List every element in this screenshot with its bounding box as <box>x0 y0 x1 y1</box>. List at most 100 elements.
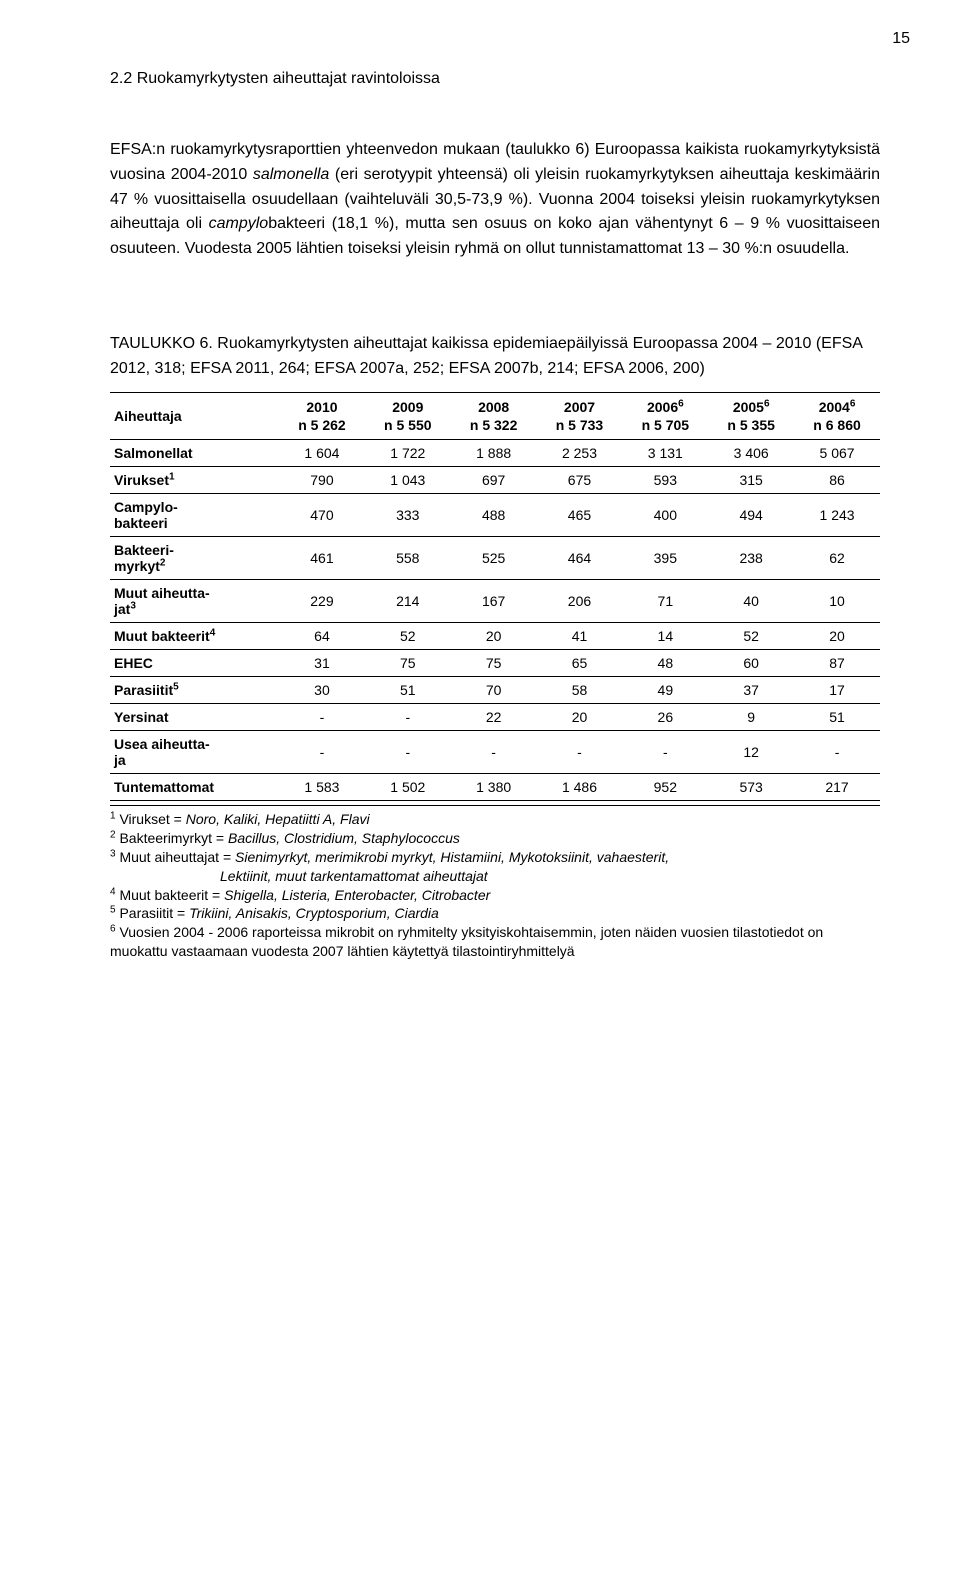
table-cell: 461 <box>279 536 365 579</box>
page-number: 15 <box>892 30 910 48</box>
table-cell: 1 043 <box>365 466 451 493</box>
table-cell: - <box>279 703 365 730</box>
table-header-cell: 2009n 5 550 <box>365 392 451 439</box>
footnote: 6 Vuosien 2004 - 2006 raporteissa mikrob… <box>110 923 880 961</box>
table-cell: 573 <box>708 773 794 800</box>
table-cell: 1 502 <box>365 773 451 800</box>
table-cell: 3 406 <box>708 439 794 466</box>
table-cell: 214 <box>365 579 451 622</box>
table-cell: 3 131 <box>622 439 708 466</box>
table-cell: 470 <box>279 493 365 536</box>
table-cell: 675 <box>537 466 623 493</box>
table-cell: - <box>622 730 708 773</box>
section-heading: 2.2 Ruokamyrkytysten aiheuttajat ravinto… <box>110 70 880 88</box>
table-cell: 86 <box>794 466 880 493</box>
table-head: Aiheuttaja2010n 5 2622009n 5 5502008n 5 … <box>110 392 880 439</box>
footnote: 4 Muut bakteerit = Shigella, Listeria, E… <box>110 886 880 905</box>
table-cell: 51 <box>794 703 880 730</box>
table-row: Virukset17901 04369767559331586 <box>110 466 880 493</box>
row-label: Bakteeri-myrkyt2 <box>110 536 279 579</box>
table-row: Usea aiheutta-ja-----12- <box>110 730 880 773</box>
table-row: Campylo-bakteeri4703334884654004941 243 <box>110 493 880 536</box>
table-cell: 238 <box>708 536 794 579</box>
table-cell: 488 <box>451 493 537 536</box>
table-cell: 1 583 <box>279 773 365 800</box>
table-cell: 952 <box>622 773 708 800</box>
table-cell: 229 <box>279 579 365 622</box>
table-cell: 40 <box>708 579 794 622</box>
table-cell: 26 <box>622 703 708 730</box>
table-cell: 75 <box>365 649 451 676</box>
table-row: Muut bakteerit464522041145220 <box>110 622 880 649</box>
row-label: Yersinat <box>110 703 279 730</box>
table-cell: 52 <box>708 622 794 649</box>
table-row: EHEC31757565486087 <box>110 649 880 676</box>
table-cell: 49 <box>622 676 708 703</box>
table-cell: - <box>365 703 451 730</box>
table-cell: 1 888 <box>451 439 537 466</box>
table-cell: 465 <box>537 493 623 536</box>
table-header-cell: 2010n 5 262 <box>279 392 365 439</box>
row-label: Muut aiheutta-jat3 <box>110 579 279 622</box>
table-row: Salmonellat1 6041 7221 8882 2533 1313 40… <box>110 439 880 466</box>
table-cell: 2 253 <box>537 439 623 466</box>
table-cell: 217 <box>794 773 880 800</box>
table-cell: 70 <box>451 676 537 703</box>
table-cell: 395 <box>622 536 708 579</box>
table-cell: - <box>451 730 537 773</box>
table-cell: 20 <box>451 622 537 649</box>
table-cell: - <box>365 730 451 773</box>
table-cell: 31 <box>279 649 365 676</box>
table-caption: TAULUKKO 6. Ruokamyrkytysten aiheuttajat… <box>110 332 880 382</box>
row-label: Usea aiheutta-ja <box>110 730 279 773</box>
table-cell: 790 <box>279 466 365 493</box>
table-cell: 87 <box>794 649 880 676</box>
table-cell: 51 <box>365 676 451 703</box>
table-cell: 9 <box>708 703 794 730</box>
page: 15 2.2 Ruokamyrkytysten aiheuttajat ravi… <box>0 0 960 1021</box>
table-cell: 12 <box>708 730 794 773</box>
row-label: EHEC <box>110 649 279 676</box>
table-cell: 315 <box>708 466 794 493</box>
footnote: 5 Parasiitit = Trikiini, Anisakis, Crypt… <box>110 904 880 923</box>
body-paragraph: EFSA:n ruokamyrkytysraporttien yhteenved… <box>110 138 880 262</box>
table-cell: 593 <box>622 466 708 493</box>
table-cell: 20 <box>794 622 880 649</box>
table-cell: 52 <box>365 622 451 649</box>
table-cell: 71 <box>622 579 708 622</box>
table-cell: 10 <box>794 579 880 622</box>
table-header-cell: 20046n 6 860 <box>794 392 880 439</box>
table-row: Bakteeri-myrkyt246155852546439523862 <box>110 536 880 579</box>
table-cell: - <box>794 730 880 773</box>
table-cell: 1 243 <box>794 493 880 536</box>
table-header-row: Aiheuttaja2010n 5 2622009n 5 5502008n 5 … <box>110 392 880 439</box>
table-cell: 17 <box>794 676 880 703</box>
row-label: Salmonellat <box>110 439 279 466</box>
row-label: Campylo-bakteeri <box>110 493 279 536</box>
footnote: 2 Bakteerimyrkyt = Bacillus, Clostridium… <box>110 829 880 848</box>
table-cell: 48 <box>622 649 708 676</box>
table-cell: 206 <box>537 579 623 622</box>
table-cell: 60 <box>708 649 794 676</box>
table-cell: 64 <box>279 622 365 649</box>
table-cell: 464 <box>537 536 623 579</box>
table-cell: 400 <box>622 493 708 536</box>
table-row: Muut aiheutta-jat3229214167206714010 <box>110 579 880 622</box>
table-header-cell: 2007n 5 733 <box>537 392 623 439</box>
table-cell: 697 <box>451 466 537 493</box>
table-cell: 41 <box>537 622 623 649</box>
table-cell: 14 <box>622 622 708 649</box>
table-header-cell: 20056n 5 355 <box>708 392 794 439</box>
table-cell: 167 <box>451 579 537 622</box>
table-row: Yersinat--222026951 <box>110 703 880 730</box>
table-row: Tuntemattomat1 5831 5021 3801 4869525732… <box>110 773 880 800</box>
row-label: Parasiitit5 <box>110 676 279 703</box>
table-cell: 525 <box>451 536 537 579</box>
table-cell: 1 486 <box>537 773 623 800</box>
table-cell: 62 <box>794 536 880 579</box>
table-header-cell: 2008n 5 322 <box>451 392 537 439</box>
table-cell: 37 <box>708 676 794 703</box>
table-cell: 1 722 <box>365 439 451 466</box>
table-header-cell: 20066n 5 705 <box>622 392 708 439</box>
footnotes: 1 Virukset = Noro, Kaliki, Hepatiitti A,… <box>110 805 880 961</box>
